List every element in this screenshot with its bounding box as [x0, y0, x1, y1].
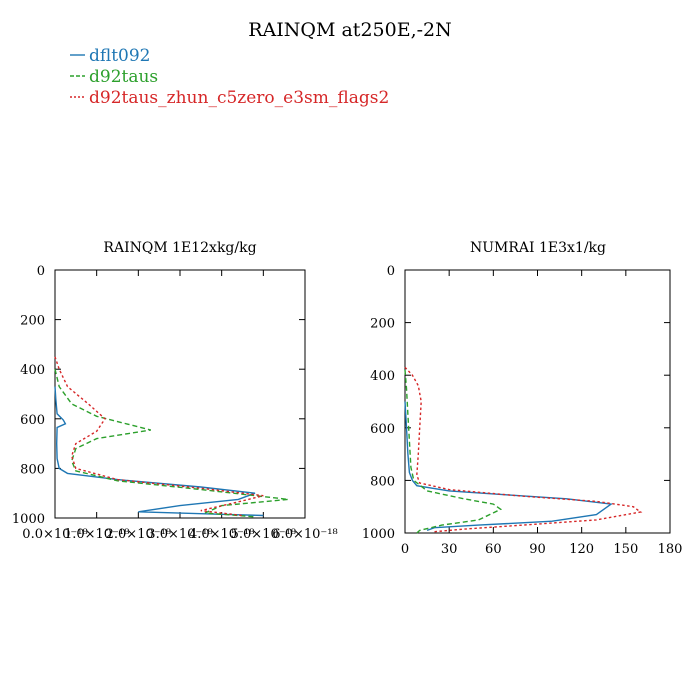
panel-numrai: NUMRAI 1E3x1/kg 0 30 60 90 120 150 180 0 200 400 6… — [362, 240, 683, 557]
legend-entry: d92taus_zhun_c5zero_e3sm_flags2 — [70, 88, 389, 108]
legend-entry: d92taus — [70, 67, 158, 87]
y-tick-label: 200 — [370, 317, 395, 332]
y-tick-label: 1000 — [362, 527, 395, 542]
legend-label: d92taus — [89, 67, 158, 87]
x-tick-label: 120 — [569, 542, 594, 557]
y-tick-label: 0 — [387, 264, 395, 279]
y-tick-label: 200 — [20, 314, 45, 329]
series-line-dflt092 — [404, 401, 613, 532]
x-tick-label: 6.0×10⁻¹⁸ — [272, 527, 337, 542]
x-tick-label: 2.0×10⁻¹⁸ — [106, 527, 171, 542]
series-lines — [404, 366, 643, 534]
legend: dflt092 d92taus d92taus_zhun_c5zero_e3sm… — [70, 46, 389, 108]
plot-frame — [54, 269, 306, 519]
x-tick-label: 0.0×10⁻¹⁸ — [22, 527, 87, 542]
tick-labels: 0 30 60 90 120 150 180 0 200 400 600 800 1000 — [362, 264, 683, 557]
panel-title: RAINQM 1E12xkg/kg — [103, 240, 256, 256]
x-tick-label: 5.0×10⁻¹⁸ — [231, 527, 296, 542]
legend-label: dflt092 — [89, 46, 151, 66]
series-line-d92taus_zhun_c5zero_e3sm_flags2 — [404, 366, 643, 533]
figure-title: RAINQM at250E,-2N — [248, 19, 452, 41]
x-tick-label: 4.0×10⁻¹⁸ — [189, 527, 254, 542]
y-tick-label: 600 — [20, 413, 45, 428]
panel-rainqm: RAINQM 1E12xkg/kg 0.0×10⁻¹⁸1.0×10⁻¹⁸2.0×… — [12, 240, 338, 542]
series-line-dflt092 — [54, 386, 264, 517]
series-line-d92taus — [54, 369, 289, 518]
x-tick-label: 180 — [658, 542, 683, 557]
y-tick-label: 0 — [37, 264, 45, 279]
x-tick-label: 0 — [401, 542, 409, 557]
x-tick-label: 1.0×10⁻¹⁸ — [64, 527, 129, 542]
series-line-d92taus — [404, 369, 503, 534]
y-tick-label: 400 — [20, 363, 45, 378]
x-tick-label: 60 — [485, 542, 502, 557]
legend-entry: dflt092 — [70, 46, 151, 66]
x-tick-label: 30 — [441, 542, 458, 557]
panel-title: NUMRAI 1E3x1/kg — [470, 240, 606, 256]
legend-label: d92taus_zhun_c5zero_e3sm_flags2 — [89, 88, 389, 108]
series-lines — [54, 356, 289, 518]
y-tick-label: 800 — [370, 474, 395, 489]
tick-labels: 0.0×10⁻¹⁸1.0×10⁻¹⁸2.0×10⁻¹⁸3.0×10⁻¹⁸4.0×… — [12, 264, 338, 542]
ticks — [54, 269, 306, 519]
x-tick-label: 3.0×10⁻¹⁸ — [147, 527, 212, 542]
x-tick-label: 90 — [529, 542, 546, 557]
x-tick-label: 150 — [613, 542, 638, 557]
ticks — [404, 269, 671, 534]
y-tick-label: 800 — [20, 462, 45, 477]
series-line-d92taus_zhun_c5zero_e3sm_flags2 — [54, 356, 264, 517]
y-tick-label: 600 — [370, 422, 395, 437]
plot-frame — [404, 269, 671, 534]
y-tick-label: 1000 — [12, 512, 45, 527]
y-tick-label: 400 — [370, 369, 395, 384]
